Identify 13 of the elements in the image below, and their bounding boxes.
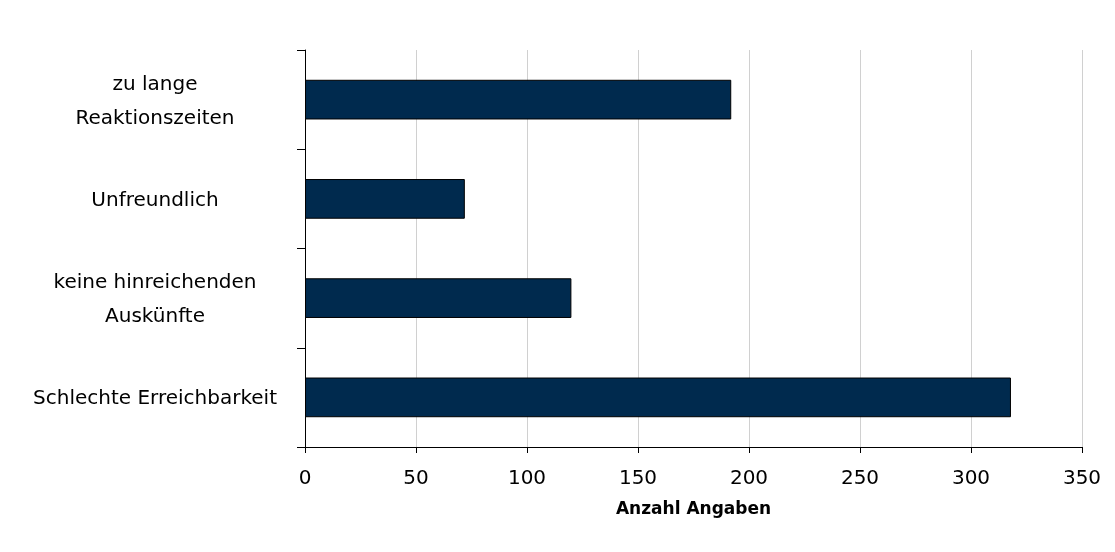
- y-tick-label: keine hinreichenden Auskünfte: [53, 269, 257, 328]
- x-axis-title: Anzahl Angaben: [615, 497, 772, 518]
- x-tick-label: 100: [507, 465, 547, 489]
- x-tick-label: 350: [1062, 465, 1102, 489]
- y-tick-label: zu lange Reaktionszeiten: [75, 70, 235, 129]
- y-tick-label: Schlechte Erreichbarkeit: [33, 385, 278, 410]
- x-tick-label: 150: [618, 465, 658, 489]
- x-tick-label: 300: [951, 465, 991, 489]
- x-tick-label: 250: [840, 465, 880, 489]
- y-tick-label: Unfreundlich: [91, 186, 219, 211]
- x-tick-label: 50: [403, 465, 429, 489]
- x-tick-label: 200: [729, 465, 769, 489]
- x-tick-label: 0: [298, 465, 312, 489]
